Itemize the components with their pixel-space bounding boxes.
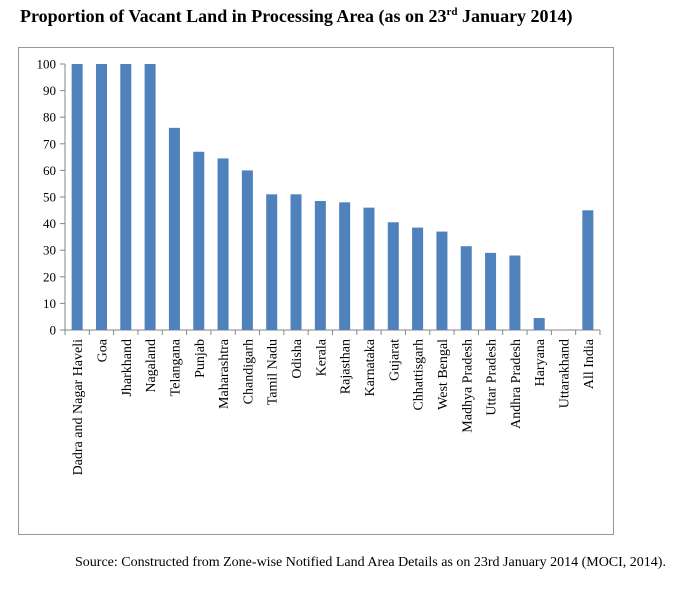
- x-tick-label: Rajasthan: [339, 339, 354, 394]
- chart-title-superscript: rd: [446, 6, 458, 18]
- y-tick-label: 90: [43, 83, 56, 98]
- x-tick-label: All India: [582, 338, 597, 389]
- x-tick-label: Maharashtra: [217, 338, 232, 409]
- x-tick-label: Karnataka: [363, 338, 378, 396]
- y-tick-label: 50: [43, 190, 56, 205]
- bar: [266, 194, 278, 330]
- x-tick-label: Kerala: [314, 338, 329, 376]
- x-tick-label: Dadra and Nagar Haveli: [71, 339, 86, 476]
- bar: [193, 151, 205, 330]
- chart-title-suffix: January 2014): [457, 6, 573, 26]
- bar: [217, 158, 229, 330]
- bar: [460, 246, 472, 330]
- y-tick-label: 80: [43, 110, 56, 125]
- x-tick-label: Punjab: [193, 339, 208, 378]
- x-tick-label: Jharkhand: [120, 339, 135, 397]
- x-tick-label: Uttar Pradesh: [485, 339, 500, 416]
- bar: [412, 227, 424, 330]
- y-tick-label: 60: [43, 163, 56, 178]
- x-tick-label: Gujarat: [387, 339, 402, 381]
- y-tick-label: 10: [43, 296, 56, 311]
- bar: [582, 210, 594, 330]
- x-tick-label: Haryana: [533, 338, 548, 386]
- x-tick-label: Uttarakhand: [558, 339, 573, 408]
- y-tick-labels: 0 10 20 30 40 50 60 70 80 90 100: [37, 57, 57, 338]
- y-tick-label: 30: [43, 243, 56, 258]
- y-tick-label: 70: [43, 136, 56, 151]
- x-tick-label: Goa: [95, 338, 110, 362]
- bar: [363, 207, 375, 330]
- y-tick-label: 20: [43, 269, 56, 284]
- bar: [95, 64, 107, 330]
- chart-bars: [71, 64, 594, 330]
- bar: [144, 64, 156, 330]
- x-tick-label: Telangana: [168, 338, 183, 396]
- bar: [436, 231, 448, 330]
- source-note: Source: Constructed from Zone-wise Notif…: [75, 555, 666, 570]
- bar: [533, 318, 545, 330]
- bar: [241, 170, 253, 330]
- y-tick-label: 100: [37, 57, 57, 72]
- bar: [168, 127, 180, 330]
- x-tick-labels: Dadra and Nagar Haveli Goa Jharkhand Nagala…: [71, 338, 597, 475]
- chart-title: Proportion of Vacant Land in Processing …: [20, 6, 573, 27]
- x-tick-label: West Bengal: [436, 339, 451, 410]
- bar: [485, 252, 497, 330]
- x-tick-label: Odisha: [290, 338, 305, 378]
- x-tick-label: Madhya Pradesh: [460, 339, 475, 433]
- bar: [71, 64, 83, 330]
- bar: [387, 222, 399, 330]
- chart-frame: [18, 47, 614, 535]
- bar: [339, 202, 351, 330]
- bar: [314, 200, 326, 330]
- x-tick-label: Andhra Pradesh: [509, 339, 524, 429]
- x-tick-label: Chhattisgarh: [412, 339, 427, 411]
- x-tick-label: Tamil Nadu: [266, 339, 281, 405]
- x-tick-label: Nagaland: [144, 339, 159, 393]
- bar: [120, 64, 132, 330]
- y-tick-label: 0: [50, 323, 57, 338]
- x-tick-label: Chandigarh: [241, 339, 256, 404]
- y-tick-label: 40: [43, 216, 56, 231]
- chart-title-prefix: Proportion of Vacant Land in Processing …: [20, 6, 447, 26]
- bar: [509, 255, 521, 330]
- bar: [290, 194, 302, 330]
